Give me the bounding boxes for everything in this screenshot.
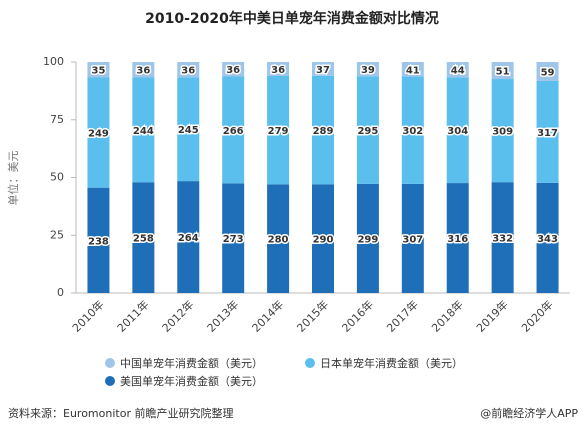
bar-segment xyxy=(491,79,514,183)
value-label: 299 xyxy=(357,234,378,245)
value-label: 289 xyxy=(313,126,334,137)
bar-segment xyxy=(401,183,424,293)
value-label: 302 xyxy=(402,126,423,137)
legend-marker xyxy=(105,376,115,386)
value-label: 35 xyxy=(91,66,105,77)
value-label: 317 xyxy=(537,128,558,139)
value-label: 307 xyxy=(402,234,423,245)
x-tick-label: 2020年 xyxy=(518,297,555,334)
value-label: 264 xyxy=(178,233,199,244)
x-tick-label: 2012年 xyxy=(159,297,196,334)
x-tick-label: 2010年 xyxy=(69,297,106,334)
y-tick-label: 50 xyxy=(50,171,64,184)
value-label: 304 xyxy=(447,126,468,137)
value-label: 258 xyxy=(133,234,154,245)
bar-segment xyxy=(267,62,290,76)
value-label: 316 xyxy=(447,234,468,245)
bar-segment xyxy=(536,80,559,183)
value-label: 41 xyxy=(406,65,420,76)
bar-segment xyxy=(222,183,245,293)
x-tick-label: 2014年 xyxy=(249,297,286,334)
bar-segment xyxy=(491,182,514,293)
bar-segment xyxy=(312,75,334,185)
bar-segment xyxy=(401,62,424,77)
bar-segment xyxy=(356,76,379,184)
value-label: 280 xyxy=(268,235,289,246)
x-tick-label: 2015年 xyxy=(294,297,331,334)
x-tick-label: 2011年 xyxy=(114,297,151,334)
value-label: 59 xyxy=(541,67,555,78)
bar-segment xyxy=(536,182,559,293)
value-label: 36 xyxy=(271,65,285,76)
bar-segment xyxy=(446,77,469,184)
bar-segment xyxy=(177,181,200,293)
bar-segment xyxy=(132,62,155,78)
bar-segment xyxy=(222,62,245,77)
x-tick-label: 2017年 xyxy=(384,297,421,334)
value-label: 36 xyxy=(136,66,150,77)
bar-segment xyxy=(267,184,290,293)
value-label: 44 xyxy=(451,66,465,77)
value-label: 332 xyxy=(492,234,513,245)
value-label: 266 xyxy=(223,126,244,137)
bar-segment xyxy=(491,62,514,80)
y-tick-label: 100 xyxy=(43,55,64,68)
value-label: 343 xyxy=(537,234,558,245)
legend-marker xyxy=(305,358,315,368)
bar-segment xyxy=(177,62,200,78)
bar-segment xyxy=(356,183,379,293)
bar-segment xyxy=(401,76,424,184)
bar-segment xyxy=(312,62,334,76)
legend-label: 日本单宠年消费金额（美元） xyxy=(320,356,463,370)
value-label: 238 xyxy=(88,236,109,247)
value-label: 245 xyxy=(178,125,199,136)
bar-segment xyxy=(132,182,155,293)
bar-segment xyxy=(87,62,110,78)
legend-label: 美国单宠年消费金额（美元） xyxy=(120,374,263,388)
bar-segment xyxy=(536,62,559,81)
value-label: 37 xyxy=(316,65,330,76)
y-tick-label: 0 xyxy=(57,286,64,299)
bar-segment xyxy=(446,183,469,293)
bar-segment xyxy=(177,77,200,182)
value-label: 309 xyxy=(492,127,513,138)
x-tick-label: 2013年 xyxy=(204,297,241,334)
footer-source: 资料来源：Euromonitor 前瞻产业研究院整理 xyxy=(8,406,233,420)
x-tick-label: 2016年 xyxy=(339,297,376,334)
bar-segment xyxy=(446,62,469,78)
x-tick-label: 2019年 xyxy=(473,297,510,334)
bar-segment xyxy=(312,184,334,293)
chart-title: 2010-2020年中美日单宠年消费金额对比情况 xyxy=(145,10,439,27)
bar-segment xyxy=(356,62,379,77)
value-label: 39 xyxy=(361,65,375,76)
value-label: 36 xyxy=(226,65,240,76)
value-label: 295 xyxy=(357,126,378,137)
bar-segment xyxy=(267,75,290,185)
legend-marker xyxy=(105,358,115,368)
footer-credit: @前瞻经济学人APP xyxy=(480,406,578,420)
bar-segment xyxy=(87,187,110,293)
value-label: 36 xyxy=(181,66,195,77)
value-label: 290 xyxy=(313,235,334,246)
legend-label: 中国单宠年消费金额（美元） xyxy=(120,356,263,370)
value-label: 273 xyxy=(223,234,244,245)
value-label: 51 xyxy=(496,67,510,78)
bar-segment xyxy=(222,76,245,184)
y-axis-label: 单位：美元 xyxy=(6,151,20,206)
value-label: 279 xyxy=(268,126,289,137)
y-tick-label: 75 xyxy=(50,113,64,126)
value-label: 244 xyxy=(133,126,154,137)
bar-segment xyxy=(132,77,155,183)
value-label: 249 xyxy=(88,129,109,140)
y-tick-label: 25 xyxy=(50,228,64,241)
bar-segment xyxy=(87,77,110,188)
x-tick-label: 2018年 xyxy=(428,297,465,334)
